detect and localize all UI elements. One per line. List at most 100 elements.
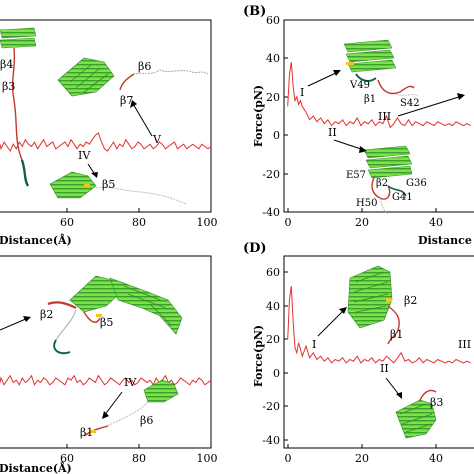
panel-d-arrowhead-ii bbox=[396, 392, 402, 399]
panel-a-xtick-label-60: 60 bbox=[60, 216, 74, 229]
panel-b-label-ii: II bbox=[328, 126, 337, 139]
panel-c-protein-structure-upper bbox=[47, 275, 183, 355]
panel-a-xtick-label-80: 80 bbox=[132, 216, 146, 229]
panel-c-arrow-left bbox=[0, 317, 29, 331]
panel-b-xtick-label-20: 20 bbox=[355, 216, 369, 229]
panel-d-protein-structure-lower bbox=[395, 389, 437, 439]
panel-a-label-beta3: β3 bbox=[2, 80, 15, 93]
panel-b-protein-structure-upper bbox=[343, 39, 419, 97]
panel-b-ytick-label-20: 20 bbox=[266, 91, 280, 104]
panel-b-ytick-label-60: 60 bbox=[266, 14, 280, 27]
panel-b-protein-structure-lower bbox=[363, 145, 413, 215]
panel-c-label-beta5: β5 bbox=[100, 316, 113, 329]
panel-a-unfolded-strand-upper bbox=[119, 69, 209, 91]
panel-d: (D) 60 40 20 0 -20 -40 0 20 40 Force(pN) bbox=[243, 241, 474, 465]
panel-c-label-beta6: β6 bbox=[140, 414, 153, 427]
panel-c-label-beta1: β1 bbox=[80, 426, 93, 439]
panel-d-ytick-label-40: 40 bbox=[266, 300, 280, 313]
panel-c-arrow-iv bbox=[103, 391, 123, 417]
panel-b: (B) 60 40 20 0 -20 -40 0 20 40 Distance … bbox=[243, 4, 474, 247]
panel-b-force-line bbox=[287, 62, 471, 129]
panel-d-xtick-label-40: 40 bbox=[429, 452, 443, 465]
panel-d-ytick-label-neg20: -20 bbox=[262, 400, 280, 413]
panel-b-arrowhead-i bbox=[333, 70, 341, 76]
panel-d-letter: (D) bbox=[243, 241, 267, 256]
panel-b-ytick-label-0: 0 bbox=[273, 129, 280, 142]
panel-b-xtick-label-40: 40 bbox=[429, 216, 443, 229]
panel-a-arrowhead-v bbox=[130, 100, 137, 108]
panel-d-xtick-label-20: 20 bbox=[355, 452, 369, 465]
panel-d-ylabel: Force(pN) bbox=[252, 325, 265, 387]
panel-a-xtick-label-100: 100 bbox=[197, 216, 218, 229]
panel-d-ytick-label-60: 60 bbox=[266, 266, 280, 279]
panel-a-arrow-v bbox=[131, 101, 153, 137]
panel-d-force-line bbox=[287, 286, 471, 364]
panel-c-force-line bbox=[0, 374, 212, 386]
panel-a-protein-structure-lower bbox=[49, 171, 187, 205]
panel-a-label-v: V bbox=[152, 133, 162, 146]
panel-d-label-beta2: β2 bbox=[404, 294, 417, 307]
panel-c-label-iv: IV bbox=[124, 376, 137, 389]
panel-a-protein-structure-mid bbox=[57, 57, 115, 97]
panel-c-label-beta2: β2 bbox=[40, 308, 53, 321]
panel-b-xlabel: Distance bbox=[418, 234, 472, 247]
panel-d-frame bbox=[283, 255, 474, 449]
panel-a-label-beta7: β7 bbox=[120, 94, 133, 107]
panel-d-ytick-label-neg40: -40 bbox=[262, 434, 280, 447]
panel-d-label-i: I bbox=[312, 338, 316, 351]
panel-c-arrowhead-left bbox=[23, 316, 31, 322]
panel-b-ytick-label-40: 40 bbox=[266, 52, 280, 65]
panel-d-label-ii: II bbox=[380, 362, 389, 375]
panel-b-arrow-iii bbox=[397, 95, 463, 117]
panel-c-xtick-label-100: 100 bbox=[197, 452, 218, 465]
panel-b-label-i: I bbox=[300, 86, 304, 99]
panel-d-label-beta1: β1 bbox=[390, 328, 403, 341]
panel-d-ytick-label-0: 0 bbox=[273, 367, 280, 380]
panel-d-arrow-ii bbox=[385, 377, 401, 397]
panel-c-xtick-label-60: 60 bbox=[60, 452, 74, 465]
panel-d-arrow-i bbox=[317, 309, 345, 337]
panel-b-letter: (B) bbox=[243, 4, 266, 19]
panel-b-arrowhead-iii bbox=[457, 93, 465, 100]
panel-b-label-beta2: β2 bbox=[376, 178, 388, 189]
panel-b-label-iii: III bbox=[378, 110, 391, 123]
panel-b-label-beta1: β1 bbox=[364, 94, 376, 105]
panel-b-arrow-ii bbox=[333, 139, 365, 151]
panel-a-frame bbox=[0, 19, 212, 213]
panel-b-frame bbox=[283, 19, 474, 213]
panel-b-label-g36: G36 bbox=[406, 178, 427, 189]
panel-b-label-v49: V49 bbox=[349, 80, 370, 91]
panel-d-label-beta3: β3 bbox=[430, 396, 443, 409]
panel-d-ytick-label-20: 20 bbox=[266, 333, 280, 346]
panel-a-label-beta6: β6 bbox=[138, 60, 151, 73]
panel-d-xtick-label-0: 0 bbox=[285, 452, 292, 465]
panel-a-protein-structure-left bbox=[0, 27, 37, 187]
panel-a-label-beta5: β5 bbox=[102, 178, 115, 191]
panel-b-ytick-label-neg40: -40 bbox=[262, 206, 280, 219]
panel-c-xlabel: Distance(Å) bbox=[0, 461, 72, 474]
panel-d-protein-structure-upper bbox=[347, 265, 400, 345]
panel-d-label-iii: III bbox=[458, 338, 471, 351]
panel-c-frame bbox=[0, 255, 212, 449]
panel-c: 60 80 100 Distance(Å) β2 β5 IV β6 β1 bbox=[0, 255, 218, 474]
panel-a-force-line bbox=[0, 132, 212, 153]
panel-d-arrowhead-i bbox=[339, 307, 347, 314]
panel-a: 60 80 100 Distance(Å) β4 β3 β6 β7 V IV bbox=[0, 19, 218, 247]
panel-b-ytick-label-neg20: -20 bbox=[262, 168, 280, 181]
panel-c-protein-structure-lower bbox=[83, 379, 179, 437]
panel-b-arrow-i bbox=[307, 71, 339, 87]
panel-a-label-beta4: β4 bbox=[0, 58, 13, 71]
panel-b-label-e57: E57 bbox=[346, 170, 366, 181]
panel-b-yticks bbox=[284, 19, 288, 213]
panel-a-xlabel: Distance(Å) bbox=[0, 233, 72, 247]
panel-b-xtick-label-0: 0 bbox=[285, 216, 292, 229]
panel-a-arrowhead-iv bbox=[91, 172, 98, 178]
panel-b-ylabel: Force(pN) bbox=[252, 85, 265, 147]
panel-c-arrowhead-iv bbox=[102, 411, 109, 419]
panel-d-yticks bbox=[284, 271, 288, 441]
panel-b-label-s42: S42 bbox=[400, 98, 420, 109]
panel-c-xtick-label-80: 80 bbox=[132, 452, 146, 465]
panel-a-label-iv: IV bbox=[78, 149, 91, 162]
panel-b-label-h50: H50 bbox=[356, 198, 377, 209]
